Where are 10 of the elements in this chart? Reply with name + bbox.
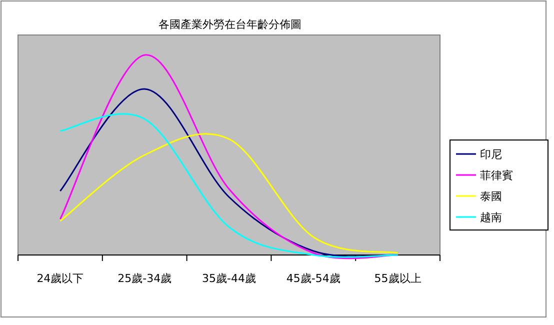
- legend-label: 泰國: [480, 190, 502, 203]
- legend-label: 越南: [480, 211, 502, 224]
- chart-title: 各國產業外勞在台年齡分佈圖: [158, 18, 302, 31]
- legend-label: 菲律賓: [480, 169, 513, 182]
- x-tick-label: 55歲以上: [374, 272, 422, 285]
- x-tick-label: 25歲-34歲: [118, 272, 172, 285]
- legend-label: 印尼: [480, 148, 502, 161]
- x-tick-label: 35歲-44歲: [202, 272, 256, 285]
- x-tick-label: 24歲以下: [36, 272, 84, 285]
- x-tick-label: 45歲-54歲: [286, 272, 340, 285]
